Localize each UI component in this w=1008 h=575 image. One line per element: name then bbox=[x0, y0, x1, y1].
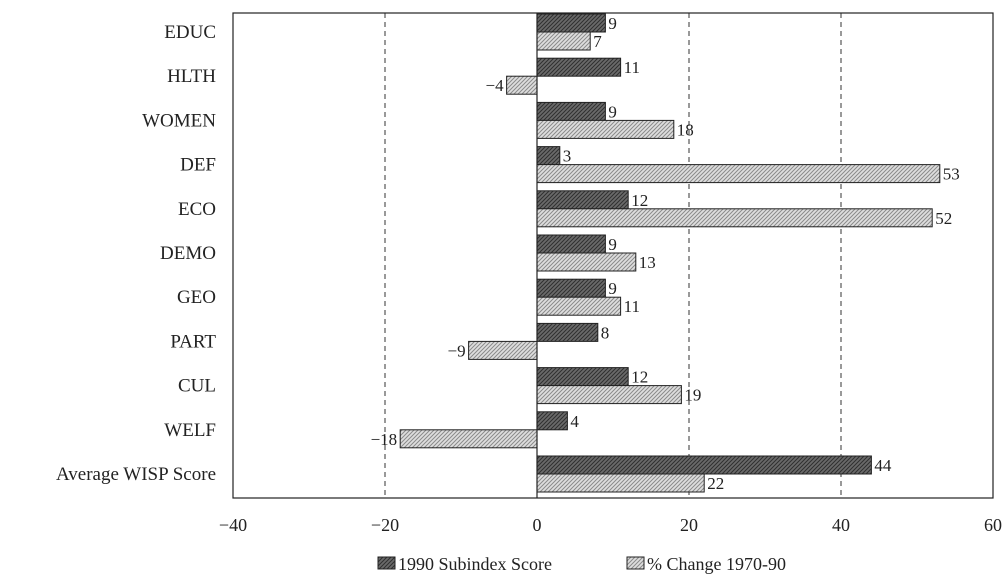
legend-swatch-1990-subindex bbox=[377, 556, 396, 570]
x-tick-label: −40 bbox=[219, 515, 247, 535]
bars bbox=[399, 13, 941, 493]
bar-1990-subindex bbox=[536, 278, 606, 298]
bar-pct-change bbox=[468, 340, 538, 360]
bar-1990-subindex bbox=[536, 146, 561, 166]
value-label: 18 bbox=[677, 120, 694, 139]
value-label: 9 bbox=[608, 102, 617, 121]
bar-1990-subindex bbox=[536, 322, 599, 342]
bar-pct-change bbox=[506, 75, 538, 95]
value-label: 11 bbox=[624, 58, 640, 77]
value-label: 11 bbox=[624, 297, 640, 316]
category-label: DEF bbox=[180, 155, 216, 176]
category-label: GEO bbox=[177, 287, 216, 308]
bar-pct-change bbox=[536, 164, 941, 184]
value-label: 12 bbox=[631, 368, 648, 387]
bar-pct-change bbox=[536, 473, 705, 493]
bar-1990-subindex bbox=[536, 234, 606, 254]
value-label: 53 bbox=[943, 165, 960, 184]
category-label: EDUC bbox=[164, 22, 216, 43]
value-label: 7 bbox=[593, 32, 602, 51]
category-label: WELF bbox=[164, 420, 216, 441]
bar-1990-subindex bbox=[536, 57, 622, 77]
bar-pct-change bbox=[536, 119, 675, 139]
value-label: 4 bbox=[570, 412, 579, 431]
bar-pct-change bbox=[536, 252, 637, 272]
value-label: 9 bbox=[608, 279, 617, 298]
bar-1990-subindex bbox=[536, 411, 568, 431]
x-tick-label: 60 bbox=[984, 515, 1002, 535]
bar-pct-change bbox=[536, 385, 682, 405]
value-label: 9 bbox=[608, 14, 617, 33]
plot-frame bbox=[232, 12, 994, 499]
category-label: WOMEN bbox=[142, 110, 216, 131]
bar-pct-change bbox=[536, 296, 622, 316]
category-label: HLTH bbox=[167, 66, 216, 87]
value-label: −9 bbox=[448, 341, 466, 360]
value-label: 44 bbox=[874, 456, 892, 475]
bar-1990-subindex bbox=[536, 101, 606, 121]
category-label: Average WISP Score bbox=[56, 464, 216, 485]
x-tick-label: 20 bbox=[680, 515, 698, 535]
x-tick-label: −20 bbox=[371, 515, 399, 535]
legend-swatch-pct-change bbox=[626, 556, 645, 570]
value-label: −18 bbox=[371, 430, 398, 449]
value-label: 8 bbox=[601, 323, 610, 342]
legend-label-1990-subindex: 1990 Subindex Score bbox=[398, 554, 552, 574]
bar-pct-change bbox=[536, 31, 591, 51]
value-label: 12 bbox=[631, 191, 648, 210]
bar-pct-change bbox=[536, 208, 933, 228]
value-label: 19 bbox=[684, 386, 701, 405]
category-label: PART bbox=[170, 331, 216, 352]
legend: 1990 Subindex Score % Change 1970-90 bbox=[377, 554, 786, 574]
x-tick-label: 0 bbox=[533, 515, 542, 535]
x-tick-labels: −40 −20 0 20 40 60 bbox=[219, 515, 1002, 535]
category-label: ECO bbox=[178, 199, 216, 220]
value-label: 3 bbox=[563, 147, 572, 166]
bar-1990-subindex bbox=[536, 190, 629, 210]
category-label: DEMO bbox=[160, 243, 216, 264]
legend-label-pct-change: % Change 1970-90 bbox=[647, 554, 786, 574]
bar-1990-subindex bbox=[536, 13, 606, 33]
value-label: −4 bbox=[486, 76, 505, 95]
value-label: 52 bbox=[935, 209, 952, 228]
category-label: CUL bbox=[178, 376, 216, 397]
bar-1990-subindex bbox=[536, 455, 872, 475]
x-tick-label: 40 bbox=[832, 515, 850, 535]
value-label: 9 bbox=[608, 235, 617, 254]
category-labels: EDUC HLTH WOMEN DEF ECO DEMO GEO PART CUL WELF Ave… bbox=[56, 22, 216, 485]
value-label: 13 bbox=[639, 253, 656, 272]
bar-1990-subindex bbox=[536, 367, 629, 387]
value-label: 22 bbox=[707, 474, 724, 493]
bar-pct-change bbox=[399, 429, 538, 449]
